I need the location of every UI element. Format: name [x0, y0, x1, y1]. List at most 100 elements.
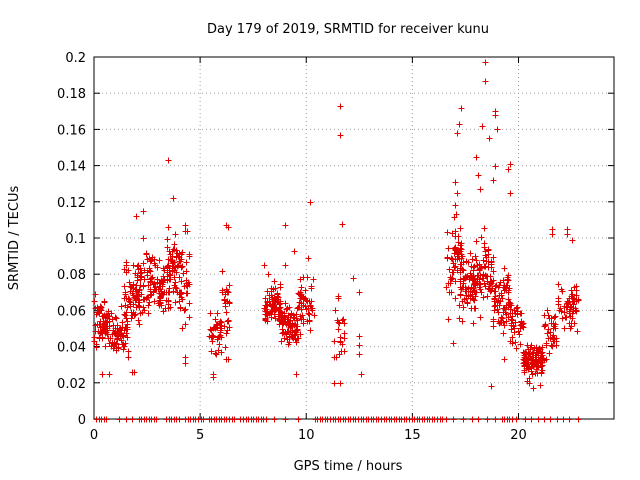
data-point — [222, 344, 229, 351]
data-point — [457, 278, 464, 285]
data-point — [143, 295, 150, 302]
data-point — [545, 326, 552, 333]
data-point — [174, 250, 181, 257]
data-point — [565, 299, 572, 306]
data-point — [575, 416, 582, 423]
data-point — [275, 294, 282, 301]
data-point — [447, 274, 454, 281]
data-point — [225, 224, 232, 231]
data-point — [532, 370, 539, 377]
data-point — [165, 297, 172, 304]
data-point — [212, 325, 219, 332]
data-point — [207, 326, 214, 333]
data-point — [297, 331, 304, 338]
data-point — [450, 340, 457, 347]
data-point — [518, 310, 525, 317]
data-point — [525, 366, 532, 373]
data-point — [93, 344, 100, 351]
data-point — [262, 311, 269, 318]
x-tick-label: 5 — [196, 428, 204, 443]
data-point — [571, 298, 578, 305]
y-tick-label: 0.1 — [65, 232, 86, 247]
data-point — [339, 317, 346, 324]
y-tick-label: 0.16 — [57, 123, 86, 138]
data-point — [164, 236, 171, 243]
data-point — [184, 283, 191, 290]
data-point — [455, 239, 462, 246]
data-point — [118, 337, 125, 344]
data-point — [531, 361, 538, 368]
x-tick-label: 0 — [90, 428, 98, 443]
data-point — [555, 295, 562, 302]
data-point — [166, 276, 173, 283]
data-point — [113, 315, 120, 322]
data-point — [309, 305, 316, 312]
data-point — [463, 286, 470, 293]
data-point — [137, 282, 144, 289]
data-point — [286, 334, 293, 341]
data-point — [335, 326, 342, 333]
data-point — [337, 103, 344, 110]
data-point — [478, 289, 485, 296]
data-point — [151, 260, 158, 267]
data-point — [136, 321, 143, 328]
data-point — [135, 302, 142, 309]
data-point — [521, 369, 528, 376]
data-point — [272, 285, 279, 292]
data-point — [545, 335, 552, 342]
data-point — [307, 327, 314, 334]
data-point — [92, 322, 99, 329]
data-point — [182, 354, 189, 361]
data-point — [459, 298, 466, 305]
data-point — [522, 416, 529, 423]
data-point — [218, 349, 225, 356]
data-point — [443, 416, 450, 423]
data-point — [173, 269, 180, 276]
data-point — [122, 302, 129, 309]
data-point — [446, 289, 453, 296]
data-point — [160, 308, 167, 315]
data-point — [561, 309, 568, 316]
data-point — [98, 329, 105, 336]
data-point — [128, 309, 135, 316]
grid-lines — [94, 57, 614, 419]
data-point — [209, 338, 216, 345]
data-point — [569, 291, 576, 298]
data-point — [567, 325, 574, 332]
data-point — [499, 295, 506, 302]
data-point — [123, 416, 130, 423]
data-point — [494, 306, 501, 313]
data-point — [225, 356, 232, 363]
data-point — [186, 300, 193, 307]
data-point — [92, 291, 99, 298]
data-point — [463, 258, 470, 265]
data-point — [107, 335, 114, 342]
data-point — [156, 257, 163, 264]
data-point — [118, 303, 125, 310]
data-point — [184, 228, 191, 235]
data-point — [178, 256, 185, 263]
data-point — [469, 291, 476, 298]
data-point — [132, 297, 139, 304]
data-point — [455, 233, 462, 240]
x-tick-labels: 0 5 10 15 20 — [90, 428, 527, 443]
data-point — [482, 263, 489, 270]
data-point — [183, 259, 190, 266]
data-point — [464, 300, 471, 307]
data-point — [501, 287, 508, 294]
data-point — [478, 264, 485, 271]
data-point — [574, 328, 581, 335]
data-point — [216, 341, 223, 348]
data-point — [285, 312, 292, 319]
data-point — [308, 298, 315, 305]
data-point — [282, 222, 289, 229]
data-point — [296, 291, 303, 298]
y-tick-label: 0.14 — [57, 160, 86, 175]
data-point — [149, 274, 156, 281]
data-point — [333, 354, 340, 361]
data-point — [508, 322, 515, 329]
data-point — [474, 262, 481, 269]
data-point — [268, 314, 275, 321]
data-points — [91, 59, 582, 423]
data-point — [184, 290, 191, 297]
